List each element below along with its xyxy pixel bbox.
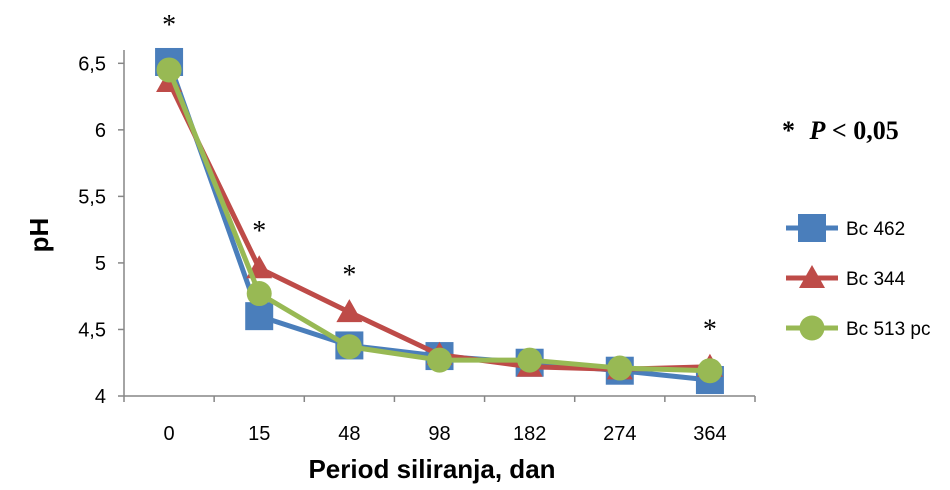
series-line: [166, 61, 711, 383]
significance-star: *: [162, 10, 176, 41]
x-tick-label: 48: [338, 423, 360, 445]
p-annotation-threshold: < 0,05: [832, 116, 899, 145]
legend-item: Bc 513 pc: [786, 315, 931, 341]
series-bc-344: [156, 68, 723, 380]
data-point: [427, 347, 452, 373]
legend-label: Bc 513 pc: [846, 319, 931, 340]
axes: [118, 50, 756, 402]
y-tick-labels: 4 4,5 5 5,5 6 6,5: [78, 53, 106, 408]
x-tick-label: 274: [603, 423, 636, 445]
legend-item: Bc 344: [786, 265, 906, 290]
y-tick-label: 4,5: [78, 319, 106, 341]
legend-marker: [799, 315, 825, 341]
p-annotation-star: *: [782, 116, 795, 145]
data-point: [245, 302, 274, 331]
significance-star: *: [252, 216, 266, 247]
p-annotation-symbol: P: [809, 116, 827, 145]
data-point: [517, 347, 543, 373]
data-point: [336, 299, 363, 323]
y-tick-label: 6,5: [78, 53, 106, 75]
x-tick-label: 364: [693, 423, 726, 445]
y-axis-label: pH: [24, 218, 54, 253]
data-point: [246, 281, 272, 307]
x-tick-label: 0: [164, 423, 175, 445]
legend: Bc 462 Bc 344 Bc 513 pc: [786, 214, 931, 341]
x-tick-label: 98: [428, 423, 450, 445]
data-point: [336, 334, 362, 360]
legend-marker: [798, 214, 826, 242]
legend-label: Bc 462: [846, 219, 905, 240]
data-point: [607, 355, 633, 381]
series-bc-513-pc: [156, 57, 723, 384]
x-tick-labels: 0 15 48 98 182 274 364: [164, 423, 727, 445]
y-tick-label: 6: [95, 120, 106, 142]
significance-stars: * * * *: [162, 10, 717, 346]
x-axis-label: Period siliranja, dan: [308, 454, 555, 484]
p-value-annotation: * P < 0,05: [782, 116, 899, 145]
y-tick-label: 5: [95, 253, 106, 275]
y-tick-label: 4: [95, 386, 106, 408]
significance-star: *: [703, 315, 717, 346]
x-tick-label: 15: [248, 423, 270, 445]
x-tick-label: 182: [513, 423, 546, 445]
legend-marker: [799, 265, 825, 288]
significance-star: *: [342, 260, 356, 291]
y-tick-label: 5,5: [78, 186, 106, 208]
legend-label: Bc 344: [846, 269, 906, 290]
plot-area: [155, 47, 724, 395]
legend-item: Bc 462: [786, 214, 905, 242]
data-point: [156, 57, 182, 83]
data-point: [697, 358, 723, 384]
